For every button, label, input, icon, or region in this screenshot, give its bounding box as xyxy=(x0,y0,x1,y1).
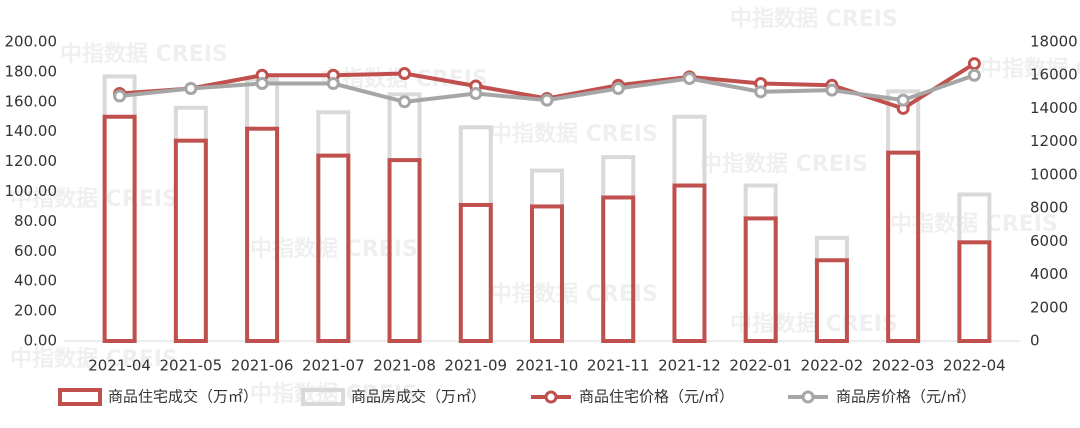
legend-swatch xyxy=(58,388,102,406)
bar xyxy=(530,204,564,343)
x-tick-label: 2021-09 xyxy=(444,357,507,375)
x-tick-label: 2022-03 xyxy=(872,357,935,375)
x-tick-label: 2022-04 xyxy=(943,357,1006,375)
x-tick-label: 2021-10 xyxy=(516,357,579,375)
y-tick-label: 180.00 xyxy=(5,62,58,80)
point xyxy=(113,89,127,103)
y2-tick-label: 6000 xyxy=(1030,232,1068,250)
point xyxy=(540,93,554,107)
y-tick-label: 200.00 xyxy=(5,33,58,51)
bar xyxy=(458,202,493,343)
point xyxy=(896,93,910,107)
y-tick-label: 60.00 xyxy=(14,242,57,260)
bar xyxy=(173,138,208,343)
bar xyxy=(814,258,849,343)
point xyxy=(398,95,412,109)
y-tick-label: 80.00 xyxy=(14,212,57,230)
y-tick-label: 40.00 xyxy=(14,272,57,290)
legend-label: 商品住宅成交（万㎡） xyxy=(108,388,258,406)
y2-tick-label: 4000 xyxy=(1030,265,1068,283)
watermark: 中指数据 CREIS xyxy=(700,151,868,177)
watermark: 中指数据 CREIS xyxy=(490,281,658,307)
point xyxy=(184,82,198,96)
x-tick-label: 2021-05 xyxy=(160,357,223,375)
point xyxy=(682,72,696,86)
y2-tick-label: 14000 xyxy=(1030,99,1078,117)
y-tick-label: 0.00 xyxy=(24,332,57,350)
watermark: 中指数据 CREIS xyxy=(10,186,178,212)
x-tick-label: 2022-02 xyxy=(801,357,864,375)
bar xyxy=(672,183,707,343)
watermark: 中指数据 CREIS xyxy=(10,346,178,372)
point xyxy=(825,83,839,97)
point xyxy=(611,82,625,96)
x-tick-label: 2021-04 xyxy=(88,357,151,375)
bar xyxy=(316,110,351,343)
point xyxy=(398,67,412,81)
point xyxy=(326,77,340,91)
watermark: 中指数据 CREIS xyxy=(730,311,898,337)
y2-tick-label: 12000 xyxy=(1030,132,1078,150)
x-tick-label: 2022-01 xyxy=(729,357,792,375)
y-tick-label: 20.00 xyxy=(14,302,57,320)
point xyxy=(967,57,981,71)
bar xyxy=(957,240,992,343)
bar xyxy=(530,168,564,343)
bar xyxy=(601,195,636,343)
bar xyxy=(387,158,422,343)
y-tick-label: 120.00 xyxy=(5,152,58,170)
y2-tick-label: 0 xyxy=(1030,332,1040,350)
bar xyxy=(245,77,280,343)
legend-swatch xyxy=(301,388,345,406)
bar xyxy=(672,114,707,343)
point xyxy=(469,86,483,100)
y2-tick-label: 10000 xyxy=(1030,165,1078,183)
legend-swatch xyxy=(544,390,558,404)
x-tick-label: 2021-12 xyxy=(658,357,721,375)
point xyxy=(255,77,269,91)
y-tick-label: 160.00 xyxy=(5,92,58,110)
y2-tick-label: 18000 xyxy=(1030,33,1078,51)
bar xyxy=(245,126,280,343)
watermark: 中指数据 CREIS xyxy=(490,121,658,147)
y2-tick-label: 16000 xyxy=(1030,66,1078,84)
legend-label: 商品房成交（万㎡） xyxy=(351,388,486,406)
point xyxy=(754,85,768,99)
bar xyxy=(316,153,351,343)
x-tick-label: 2021-11 xyxy=(587,357,650,375)
bar xyxy=(458,125,493,343)
x-tick-label: 2021-07 xyxy=(302,357,365,375)
watermark: 中指数据 CREIS xyxy=(980,56,1080,82)
bar xyxy=(886,150,921,343)
bar xyxy=(743,216,778,343)
bar xyxy=(387,92,422,343)
bar xyxy=(601,155,636,343)
y-tick-label: 100.00 xyxy=(5,182,58,200)
bar xyxy=(173,105,208,343)
x-tick-label: 2021-08 xyxy=(373,357,436,375)
y2-tick-label: 8000 xyxy=(1030,199,1068,217)
legend-label: 商品房价格（元/㎡） xyxy=(836,388,976,406)
x-tick-label: 2021-06 xyxy=(231,357,294,375)
legend-swatch xyxy=(801,390,815,404)
legend-label: 商品住宅价格（元/㎡） xyxy=(579,388,734,406)
watermark: 中指数据 CREIS xyxy=(60,41,228,67)
watermark: 中指数据 CREIS xyxy=(730,6,898,32)
bar xyxy=(102,114,137,343)
y-tick-label: 140.00 xyxy=(5,122,58,140)
point xyxy=(967,68,981,82)
y2-tick-label: 2000 xyxy=(1030,298,1068,316)
